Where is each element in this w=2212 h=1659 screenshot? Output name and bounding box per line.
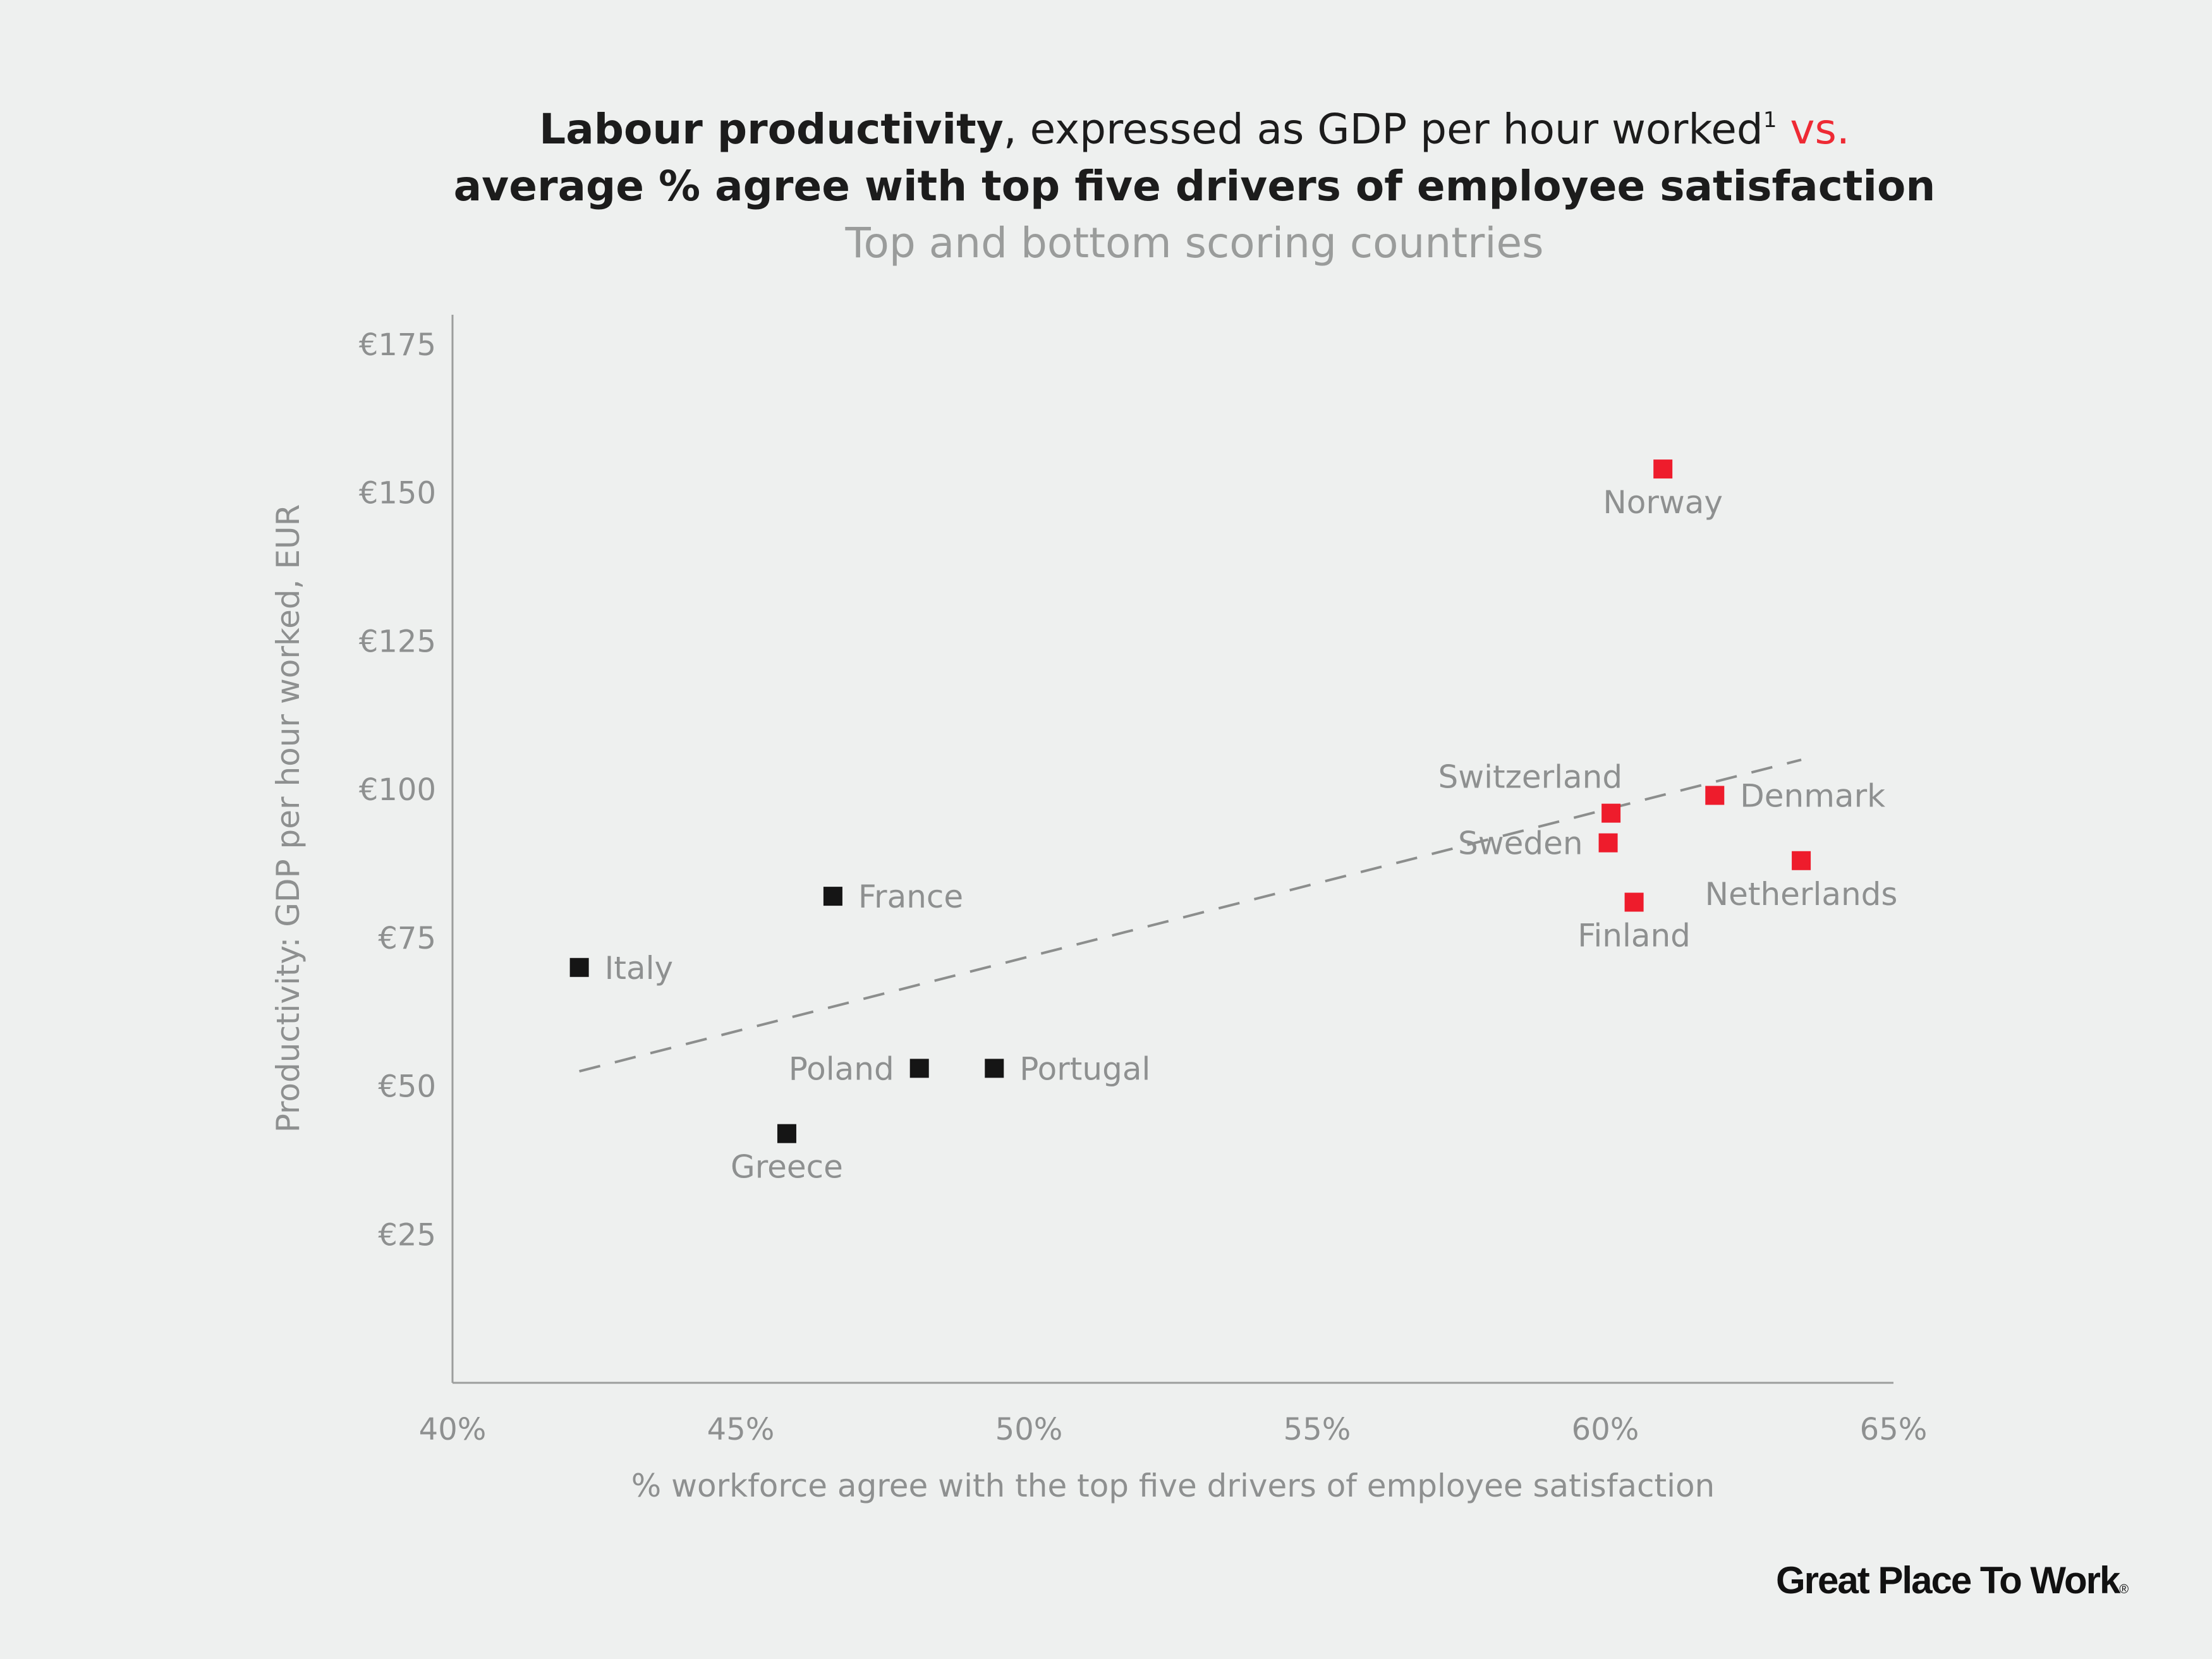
point-label-france: France [858,878,963,915]
x-tick-label: 60% [1572,1412,1639,1447]
chart-title-line-1: Labour productivity, expressed as GDP pe… [0,101,2212,158]
y-axis-title: Productivity: GDP per hour worked, EUR [270,504,307,1133]
point-poland [909,1059,929,1078]
chart-title-block: Labour productivity, expressed as GDP pe… [0,101,2212,272]
y-tick-label: €50 [378,1069,436,1105]
x-tick-label: 40% [419,1412,487,1447]
chart-title-line-2: average % agree with top five drivers of… [0,158,2212,215]
point-norway [1653,459,1673,479]
point-finland [1624,892,1644,912]
y-tick-labels: €25 €50 €75 €100 €125 €150 €175 [359,327,436,1253]
point-label-denmark: Denmark [1740,778,1885,815]
y-tick-label: €175 [359,327,436,363]
title-bold-part: Labour productivity [539,105,1004,154]
y-tick-label: €25 [378,1217,436,1253]
point-label-poland: Poland [789,1050,894,1087]
x-axis-title: % workforce agree with the top five driv… [631,1468,1715,1504]
point-label-norway: Norway [1603,484,1723,521]
x-tick-label: 50% [995,1412,1063,1447]
point-label-italy: Italy [605,950,673,987]
point-italy [569,957,589,977]
chart-axes [451,315,1893,1384]
point-denmark [1705,786,1725,805]
x-tick-labels: 40% 45% 50% 55% 60% 65% [419,1412,1928,1447]
brand-registered-mark: ® [2119,1583,2129,1596]
point-sweden [1598,833,1618,853]
point-label-switzerland: Switzerland [1438,759,1622,796]
trendline [579,758,1802,1073]
brand-name: Great Place To Work [1776,1559,2120,1601]
point-label-finland: Finland [1577,918,1691,954]
point-label-sweden: Sweden [1458,825,1583,862]
point-switzerland [1601,803,1621,823]
y-tick-label: €125 [359,624,436,659]
point-label-portugal: Portugal [1019,1050,1150,1087]
title-light-part: , expressed as GDP per hour worked [1003,105,1763,154]
point-netherlands [1792,851,1811,870]
point-greece [777,1124,796,1143]
point-label-greece: Greece [731,1149,843,1186]
title-vs: vs. [1777,105,1850,154]
y-tick-label: €150 [359,476,436,511]
brand-logo: Great Place To Work® [1776,1559,2129,1602]
title-line-2-text: average % agree with top five drivers of… [453,162,1936,210]
title-footnote-mark: 1 [1763,107,1777,133]
x-tick-label: 45% [707,1412,775,1447]
point-portugal [985,1059,1004,1078]
x-tick-label: 65% [1860,1412,1928,1447]
x-tick-label: 55% [1284,1412,1351,1447]
y-tick-label: €100 [359,772,436,808]
chart-subtitle: Top and bottom scoring countries [845,219,1544,267]
point-label-netherlands: Netherlands [1705,876,1898,913]
point-france [823,887,842,906]
data-points: Norway Switzerland Denmark Sweden Netherland… [569,459,1898,1186]
y-tick-label: €75 [378,921,436,956]
